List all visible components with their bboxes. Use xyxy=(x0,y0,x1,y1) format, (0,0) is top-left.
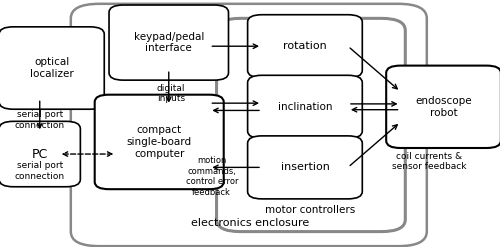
Text: compact
single-board
computer: compact single-board computer xyxy=(126,125,192,159)
FancyBboxPatch shape xyxy=(109,5,228,80)
FancyBboxPatch shape xyxy=(94,95,224,189)
FancyArrowPatch shape xyxy=(214,108,259,113)
FancyArrowPatch shape xyxy=(352,107,398,112)
Text: serial port
connection: serial port connection xyxy=(14,110,65,130)
Text: PC: PC xyxy=(32,147,48,161)
Text: motion
commands,
control error
feedback: motion commands, control error feedback xyxy=(186,156,238,197)
Text: digital
inputs: digital inputs xyxy=(157,84,186,103)
Text: keypad/pedal
interface: keypad/pedal interface xyxy=(134,32,204,53)
FancyBboxPatch shape xyxy=(0,27,104,109)
FancyArrowPatch shape xyxy=(166,72,171,101)
Text: insertion: insertion xyxy=(280,162,330,172)
FancyArrowPatch shape xyxy=(212,44,258,48)
FancyArrowPatch shape xyxy=(214,165,259,170)
FancyBboxPatch shape xyxy=(386,66,500,148)
FancyBboxPatch shape xyxy=(248,136,362,199)
Text: electronics enclosure: electronics enclosure xyxy=(191,218,309,228)
FancyBboxPatch shape xyxy=(0,121,80,187)
FancyArrowPatch shape xyxy=(350,102,396,106)
FancyBboxPatch shape xyxy=(248,15,362,78)
Text: inclination: inclination xyxy=(278,102,332,112)
Text: endoscope
robot: endoscope robot xyxy=(415,96,472,118)
FancyBboxPatch shape xyxy=(71,4,427,246)
Text: optical
localizer: optical localizer xyxy=(30,57,74,79)
FancyArrowPatch shape xyxy=(212,101,258,105)
Text: rotation: rotation xyxy=(283,41,327,51)
FancyBboxPatch shape xyxy=(248,75,362,138)
FancyArrowPatch shape xyxy=(38,101,42,128)
Text: coil currents &
sensor feedback: coil currents & sensor feedback xyxy=(392,152,466,171)
FancyBboxPatch shape xyxy=(216,18,406,232)
Text: serial port
connection: serial port connection xyxy=(14,161,65,181)
Text: motor controllers: motor controllers xyxy=(264,205,355,215)
